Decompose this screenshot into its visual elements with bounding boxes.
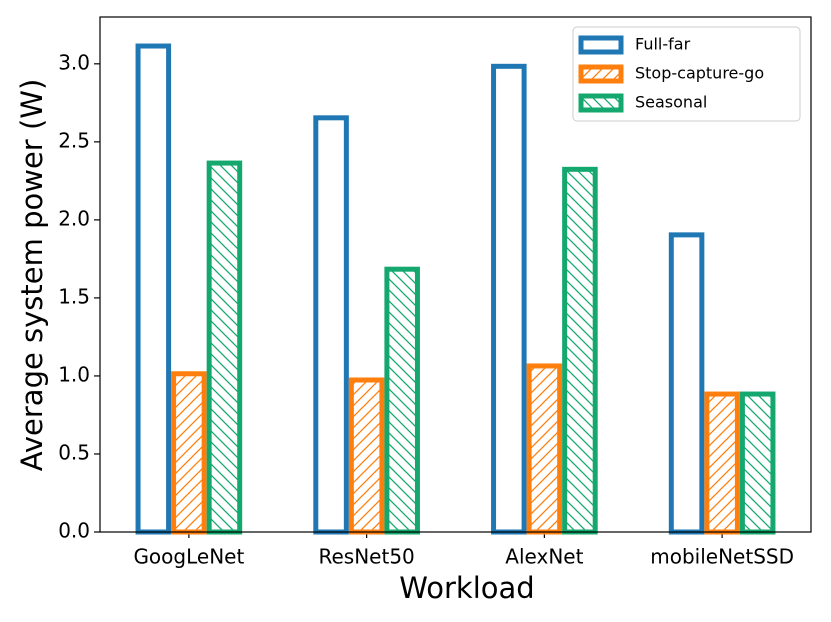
y-tick-label: 0.0 bbox=[58, 519, 90, 543]
x-axis-label: Workload bbox=[399, 571, 534, 605]
legend-swatch bbox=[578, 93, 624, 113]
x-tick-label: mobileNetSSD bbox=[650, 545, 794, 569]
x-tick-label: AlexNet bbox=[505, 545, 583, 569]
bar bbox=[171, 371, 207, 535]
y-tick-label: 3.0 bbox=[58, 50, 90, 74]
x-tick-label: ResNet50 bbox=[318, 545, 414, 569]
bar bbox=[313, 115, 349, 535]
legend-box bbox=[572, 26, 801, 122]
bar bbox=[206, 160, 243, 535]
y-tick-label: 1.5 bbox=[58, 284, 90, 308]
bar bbox=[348, 377, 385, 535]
bar bbox=[384, 266, 420, 535]
y-tick-label: 2.5 bbox=[58, 128, 90, 152]
y-axis-label: Average system power (W) bbox=[15, 79, 49, 472]
bar bbox=[526, 363, 563, 535]
bar bbox=[135, 43, 172, 535]
legend-label: Seasonal bbox=[635, 93, 707, 112]
bar bbox=[491, 63, 527, 535]
bar bbox=[704, 391, 740, 535]
plot-frame bbox=[99, 16, 812, 533]
bar bbox=[739, 391, 776, 535]
y-tick-label: 0.5 bbox=[58, 440, 90, 464]
x-tick-label: GoogLeNet bbox=[133, 545, 244, 569]
bar bbox=[562, 166, 598, 535]
legend-swatch bbox=[578, 64, 624, 84]
y-tick-label: 2.0 bbox=[58, 206, 90, 230]
legend-label: Stop-capture-go bbox=[635, 64, 764, 83]
y-tick-label: 1.0 bbox=[58, 362, 90, 386]
bar bbox=[668, 232, 705, 535]
legend-label: Full-far bbox=[635, 35, 691, 54]
legend-swatch bbox=[578, 35, 624, 55]
